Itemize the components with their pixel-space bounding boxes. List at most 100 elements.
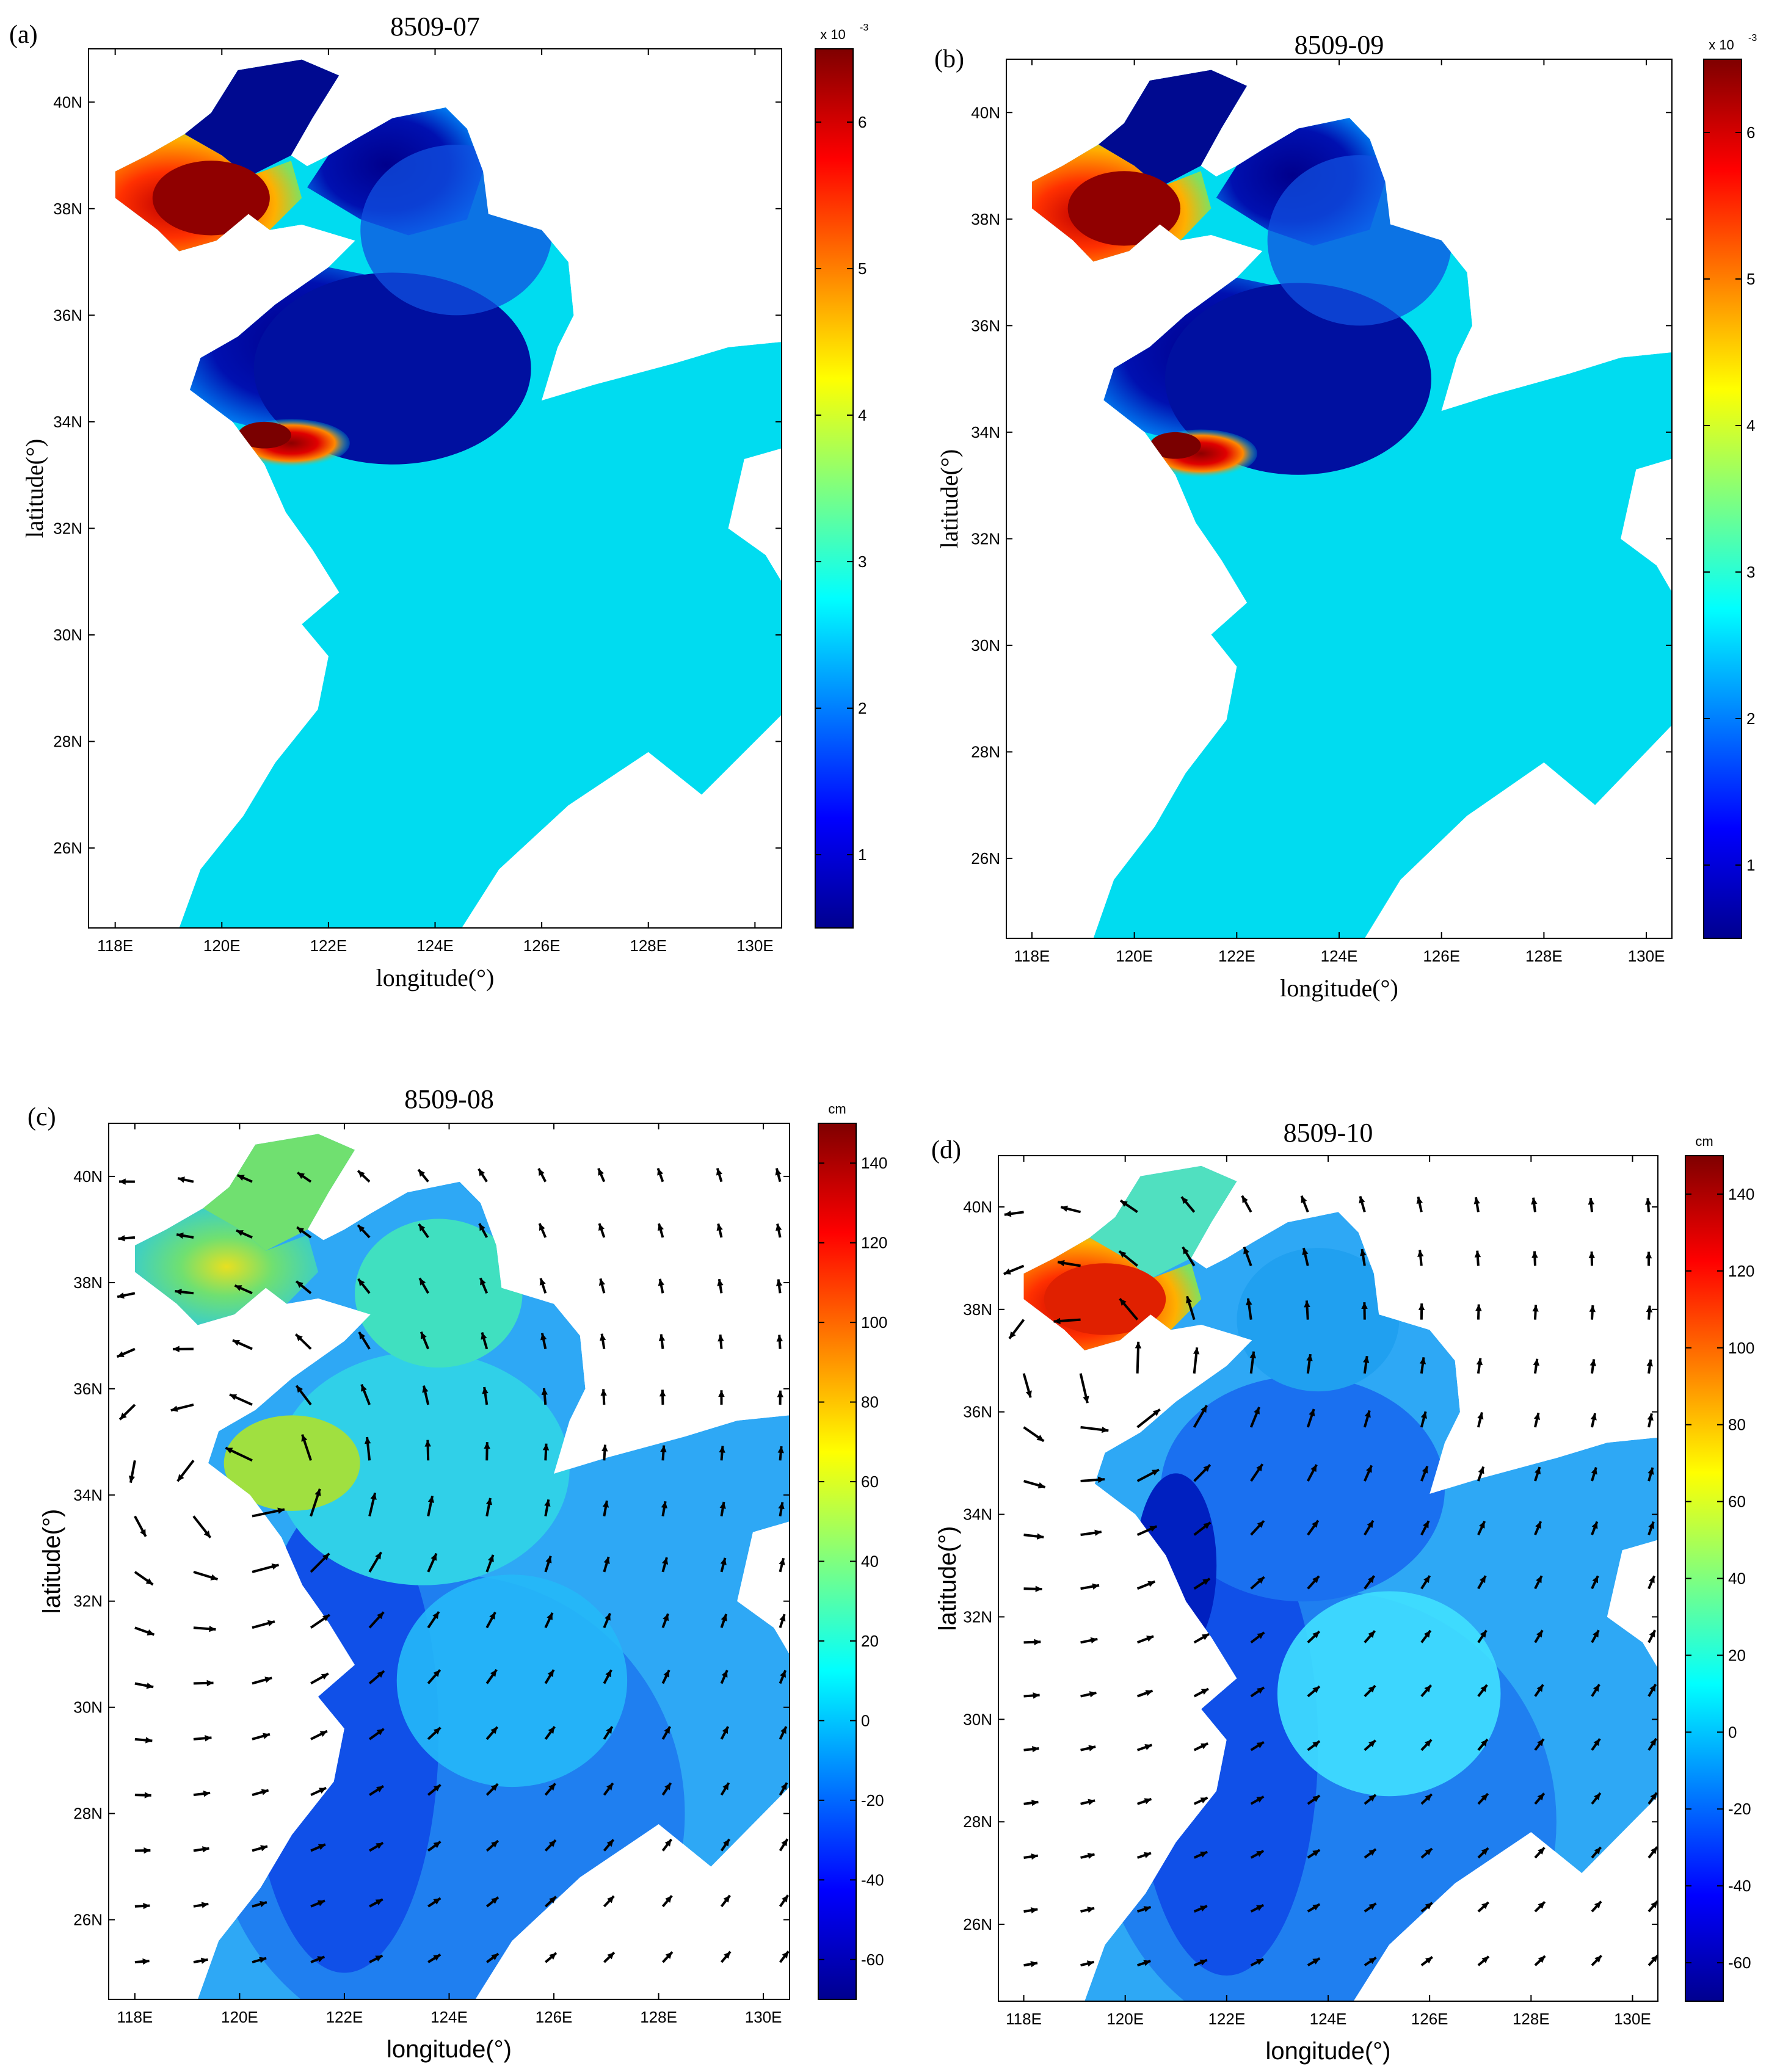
y-tick-label: 38N [971, 210, 1000, 228]
bohai-surge [1044, 1263, 1166, 1335]
wind-arrow-head [145, 1737, 152, 1743]
y-axis-label: latitude(°) [935, 449, 963, 549]
y-tick-label: 38N [963, 1300, 992, 1319]
colorbar-tick-label: 40 [1728, 1570, 1746, 1588]
y-tick-label: 34N [971, 423, 1000, 441]
wind-arrow-head [1478, 1467, 1484, 1474]
y-axis-label: latitude(°) [934, 1526, 961, 1631]
colorbar-tick-label: 5 [858, 259, 866, 278]
x-axis-label: longitude(°) [1266, 2038, 1391, 2065]
colorbar-tick-label: 3 [1746, 563, 1755, 581]
y-tick-label: 38N [53, 200, 82, 218]
north-yellow-sea-field [355, 1219, 522, 1368]
panel-title: 8509-08 [404, 1084, 494, 1114]
x-tick-label: 122E [1208, 2010, 1245, 2028]
wind-arrow-head [209, 1626, 216, 1632]
x-tick-label: 118E [97, 936, 133, 955]
y-tick-label: 40N [53, 93, 82, 111]
wind-arrow-head [1589, 1252, 1595, 1258]
colorbar-tick-label: 20 [861, 1632, 879, 1650]
x-tick-label: 124E [1310, 2010, 1347, 2028]
y-tick-label: 34N [73, 1486, 103, 1504]
colorbar-tick-label: 2 [858, 699, 866, 717]
field-layer [1024, 1166, 1658, 2052]
panel-title: 8509-09 [1295, 30, 1384, 60]
colorbar-tick-label: -20 [1728, 1800, 1751, 1818]
y-tick-label: 36N [963, 1403, 992, 1421]
wind-arrow-head [1475, 1251, 1481, 1258]
x-tick-label: 128E [630, 936, 667, 955]
x-axis-label: longitude(°) [1280, 974, 1398, 1002]
colorbar-tick-label: 4 [1746, 416, 1755, 435]
wind-arrow-head [1034, 1639, 1041, 1645]
y-tick-label: 30N [73, 1698, 103, 1717]
y-tick-label: 32N [53, 519, 82, 537]
x-tick-label: 120E [221, 2008, 258, 2026]
wind-arrow-head [601, 1444, 608, 1451]
subei-core [1150, 432, 1201, 459]
y-tick-label: 26N [73, 1911, 103, 1929]
y-tick-label: 32N [73, 1592, 103, 1610]
colorbar-tick-label: 100 [861, 1313, 887, 1331]
panel-title: 8509-10 [1284, 1118, 1373, 1148]
subei-core [238, 422, 291, 449]
x-axis-label: longitude(°) [387, 2036, 512, 2063]
colorbar-tick-label: 60 [1728, 1493, 1746, 1511]
x-tick-label: 124E [1321, 947, 1358, 965]
y-tick-label: 32N [971, 529, 1000, 548]
x-tick-label: 128E [1513, 2010, 1550, 2028]
wind-arrow-head [1589, 1305, 1596, 1312]
y-tick-label: 38N [73, 1273, 103, 1292]
x-tick-label: 122E [310, 936, 347, 955]
wind-arrow-head [1144, 1852, 1151, 1858]
colorbar-tick-label: 60 [861, 1472, 879, 1491]
colorbar-tick-label: 100 [1728, 1339, 1754, 1357]
colorbar-tick-label: 6 [858, 113, 866, 131]
colorbar-tick-label: -40 [1728, 1877, 1751, 1895]
colorbar-tick-label: -40 [861, 1871, 884, 1889]
y-tick-label: 36N [73, 1380, 103, 1398]
north-yellow-sea-field [1237, 1248, 1399, 1391]
x-tick-label: 118E [1006, 2010, 1042, 2028]
y-tick-label: 34N [963, 1505, 992, 1524]
wind-arrow-head [1646, 1306, 1652, 1313]
x-tick-label: 130E [1614, 2010, 1651, 2028]
subei-surge [224, 1415, 360, 1511]
colorbar-tick-label: 2 [1746, 709, 1755, 728]
x-tick-label: 126E [1423, 947, 1460, 965]
x-tick-label: 124E [416, 936, 454, 955]
plot-area [1032, 70, 1672, 939]
field-layer [1032, 70, 1672, 939]
y-tick-label: 28N [53, 733, 82, 751]
wind-arrow-head [143, 1903, 150, 1909]
x-tick-label: 130E [1628, 947, 1665, 965]
wind-arrow-head [657, 1168, 663, 1176]
colorbar-gradient [1704, 59, 1742, 938]
y-tick-label: 28N [73, 1805, 103, 1823]
panel-tag: (c) [27, 1103, 56, 1131]
y-tick-label: 40N [73, 1167, 103, 1186]
wind-arrow-head [718, 1390, 724, 1397]
wind-arrow-head [598, 1223, 605, 1231]
x-tick-label: 120E [203, 936, 241, 955]
wind-arrow-head [1646, 1252, 1652, 1258]
y-tick-label: 28N [971, 743, 1000, 761]
colorbar-tick-label: 20 [1728, 1646, 1746, 1664]
colorbar-gradient [815, 49, 853, 928]
colorbar-tick-label: -20 [861, 1791, 884, 1809]
x-axis-label: longitude(°) [376, 964, 495, 991]
panel-tag: (b) [934, 45, 964, 73]
bohai-core [1068, 171, 1180, 245]
x-tick-label: 130E [736, 936, 774, 955]
wind-arrow-head [540, 1278, 546, 1286]
x-tick-label: 128E [1525, 947, 1563, 965]
y-tick-label: 40N [963, 1198, 992, 1216]
y-tick-label: 28N [963, 1813, 992, 1831]
